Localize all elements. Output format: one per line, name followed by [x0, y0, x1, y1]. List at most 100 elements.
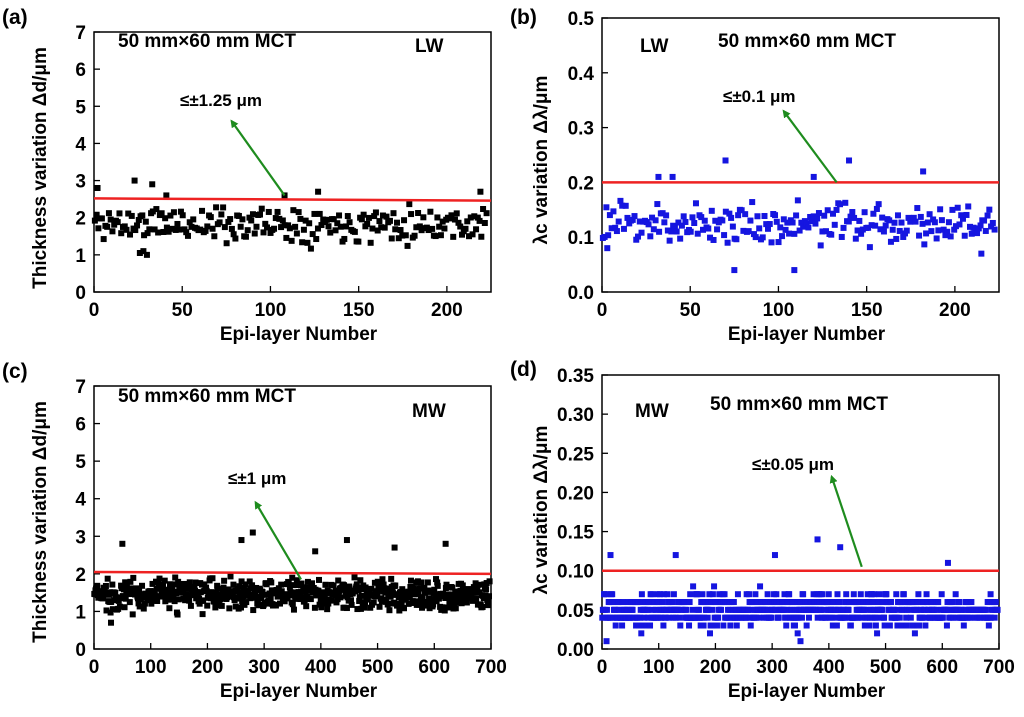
data-point	[226, 605, 233, 612]
data-point	[949, 599, 956, 606]
data-point	[635, 622, 642, 629]
data-point	[135, 217, 142, 224]
data-point	[218, 211, 225, 218]
data-point	[938, 591, 945, 598]
y-tick-label: 0.5	[568, 9, 595, 30]
data-point	[342, 586, 349, 593]
data-point	[415, 210, 422, 217]
data-point	[888, 599, 895, 606]
data-point	[432, 233, 439, 240]
data-point	[318, 604, 325, 611]
data-point	[141, 232, 148, 239]
data-point	[764, 591, 771, 598]
data-point	[613, 228, 620, 235]
data-point	[400, 605, 407, 612]
data-point	[147, 588, 154, 595]
data-point	[731, 267, 738, 274]
data-point	[949, 206, 956, 213]
x-tick-label: 400	[813, 657, 845, 678]
data-point	[139, 212, 146, 219]
data-point	[720, 622, 727, 629]
data-point	[127, 231, 134, 238]
plot-frame	[93, 31, 492, 293]
data-point	[379, 212, 386, 219]
data-point	[674, 606, 681, 613]
data-point	[343, 537, 350, 544]
data-point	[782, 614, 789, 621]
y-tick-label: 4	[75, 134, 86, 155]
data-point	[186, 219, 193, 226]
data-point	[480, 206, 487, 213]
data-point	[729, 223, 736, 230]
data-point	[840, 606, 847, 613]
data-point	[166, 605, 173, 612]
data-point	[670, 591, 677, 598]
data-point	[842, 614, 849, 621]
data-point	[172, 574, 179, 581]
data-point	[165, 228, 172, 235]
data-point	[698, 214, 705, 221]
data-point	[268, 579, 275, 586]
data-point	[434, 579, 441, 586]
data-point	[375, 579, 382, 586]
data-point	[214, 585, 221, 592]
data-point	[649, 591, 656, 598]
data-point	[793, 212, 800, 219]
data-point	[764, 225, 771, 232]
data-point	[482, 592, 489, 599]
data-point	[109, 606, 116, 613]
y-axis-title: λc variation Δλ/μm	[531, 426, 552, 595]
data-point	[386, 607, 393, 614]
data-point	[937, 206, 944, 213]
annotation-arrow	[829, 474, 863, 568]
data-point	[619, 599, 626, 606]
y-tick-label: 2	[75, 565, 86, 586]
data-point	[814, 614, 821, 621]
data-point	[258, 205, 265, 212]
x-tick-label: 150	[851, 300, 883, 321]
data-point	[754, 599, 761, 606]
data-point	[300, 584, 307, 591]
data-point	[900, 233, 907, 240]
data-point	[711, 583, 718, 590]
band-label: MW	[635, 401, 669, 422]
y-axis-title: λc variation Δλ/μm	[531, 76, 552, 245]
data-point	[136, 588, 143, 595]
data-point	[290, 582, 297, 589]
data-point	[188, 223, 195, 230]
data-point	[213, 204, 220, 211]
data-point	[163, 192, 170, 199]
data-point	[650, 226, 657, 233]
data-point	[292, 223, 299, 230]
data-point	[355, 238, 362, 245]
data-point	[237, 604, 244, 611]
data-point	[474, 214, 481, 221]
data-point	[850, 591, 857, 598]
data-point	[637, 614, 644, 621]
data-point	[690, 583, 697, 590]
data-point	[242, 233, 249, 240]
x-tick-label: 200	[192, 657, 224, 678]
data-point	[926, 211, 933, 218]
data-point	[686, 599, 693, 606]
data-point	[992, 599, 999, 606]
annotation-arrow	[230, 119, 286, 197]
data-point	[712, 599, 719, 606]
data-point	[920, 599, 927, 606]
data-point	[397, 227, 404, 234]
data-point	[915, 622, 922, 629]
y-tick-label: 0.05	[557, 601, 594, 622]
data-point	[837, 201, 844, 208]
data-point	[721, 232, 728, 239]
data-point	[945, 606, 952, 613]
data-point	[869, 599, 876, 606]
data-point	[912, 218, 919, 225]
data-point	[309, 580, 316, 587]
data-point	[309, 231, 316, 238]
data-point	[94, 582, 101, 589]
x-tick-label: 100	[643, 657, 675, 678]
band-label: LW	[415, 36, 444, 57]
data-point	[131, 177, 138, 184]
data-point	[459, 582, 466, 589]
data-point	[276, 215, 283, 222]
